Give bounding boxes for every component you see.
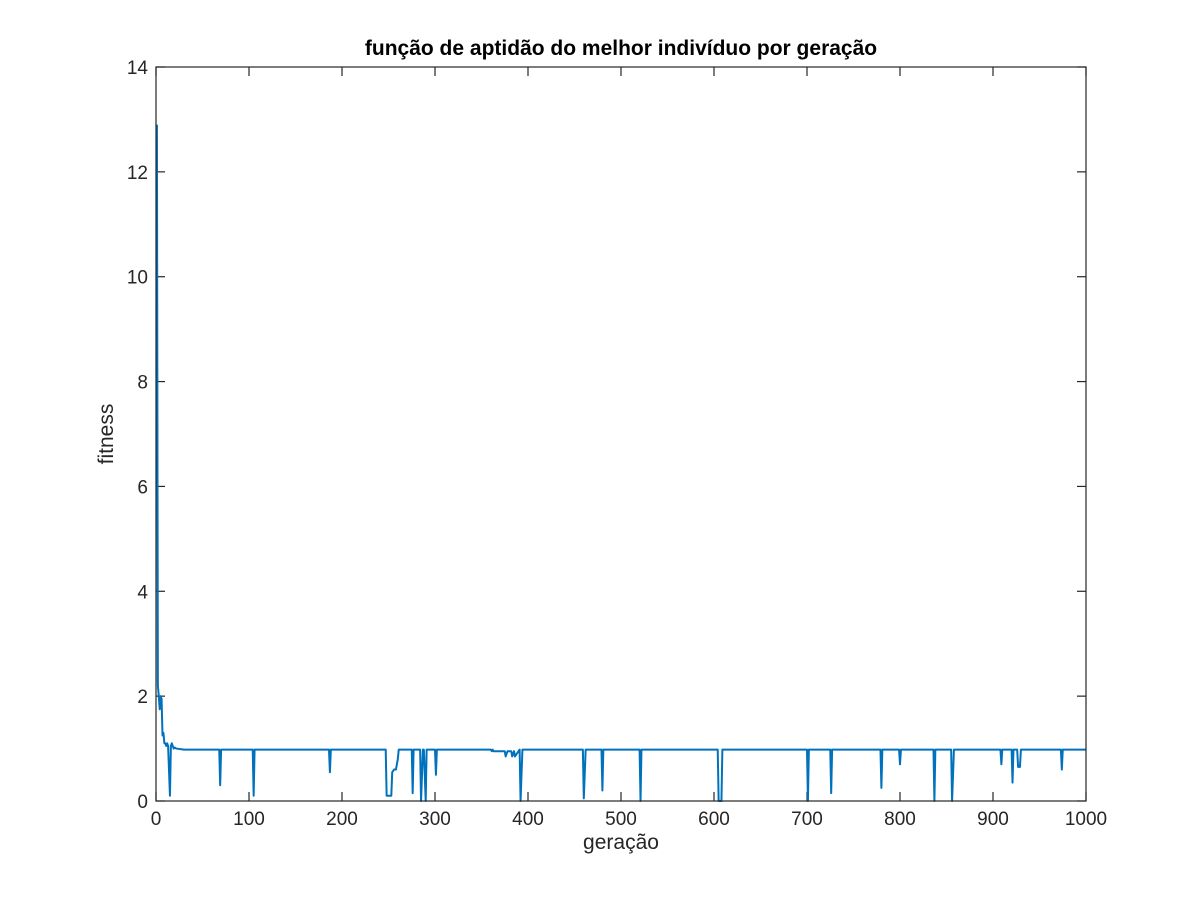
y-axis-label: fitness [95,404,118,465]
x-tick-label: 200 [326,809,358,830]
y-tick-label: 14 [127,58,149,79]
x-tick-label: 600 [698,809,730,830]
x-tick-label: 500 [605,809,637,830]
axis-tick-labels: 0 100 200 300 400 500 600 700 800 900 1000 0 2 4 6 8 10 1… [127,58,1107,830]
chart-title: função de aptidão do melhor indivíduo po… [365,37,877,60]
y-tick-label: 4 [137,582,148,603]
axes-box [155,66,1087,802]
x-tick-label: 800 [884,809,916,830]
y-tick-label: 2 [137,687,148,708]
x-tick-label: 700 [791,809,823,830]
y-tick-label: 12 [127,163,148,184]
x-tick-label: 1000 [1065,809,1107,830]
x-tick-label: 100 [233,809,265,830]
y-tick-label: 0 [137,792,148,813]
x-tick-label: 0 [151,809,162,830]
y-tick-label: 6 [137,477,148,498]
plot-area [156,67,1086,801]
y-tick-label: 8 [137,373,148,394]
x-axis-label: geração [583,831,659,854]
y-tick-label: 10 [127,268,148,289]
x-tick-label: 900 [977,809,1009,830]
x-tick-label: 400 [512,809,544,830]
x-tick-label: 300 [419,809,451,830]
fitness-series-line [155,124,1086,802]
